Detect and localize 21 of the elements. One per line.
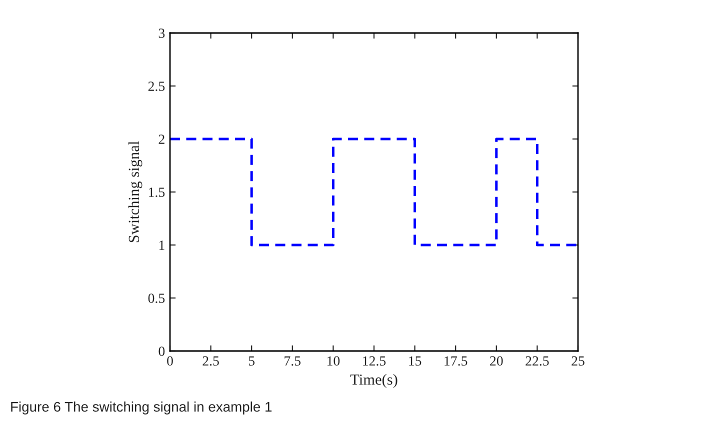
x-tick-label: 25: [572, 356, 584, 366]
x-tick-label: 5: [248, 356, 255, 366]
y-tick-label: 1.5: [149, 188, 165, 198]
y-tick-label: 2: [158, 134, 164, 144]
x-tick-label: 2.5: [202, 356, 219, 366]
x-tick-label: 0: [167, 356, 173, 366]
y-tick-label: 0: [158, 346, 165, 356]
x-tick-label: 22.5: [526, 356, 549, 366]
x-tick-label: 20: [490, 356, 503, 366]
y-tick-label: 1: [159, 240, 164, 250]
x-tick-label: 7.5: [284, 356, 301, 366]
y-tick-label: 2.5: [148, 82, 165, 92]
x-tick-label: 17.5: [444, 356, 468, 366]
caption: Figure 6 The switching signal in example 1: [11, 402, 272, 414]
y-tick-label: 0.5: [148, 294, 165, 304]
y-tick-label: 3: [158, 28, 165, 38]
y-axis-title: Switching signal: [128, 141, 142, 242]
x-tick-label: 15: [409, 356, 422, 366]
x-axis-title: Time(s): [350, 374, 398, 388]
x-tick-label: 10: [327, 356, 340, 366]
x-tick-label: 12.5: [363, 356, 386, 366]
